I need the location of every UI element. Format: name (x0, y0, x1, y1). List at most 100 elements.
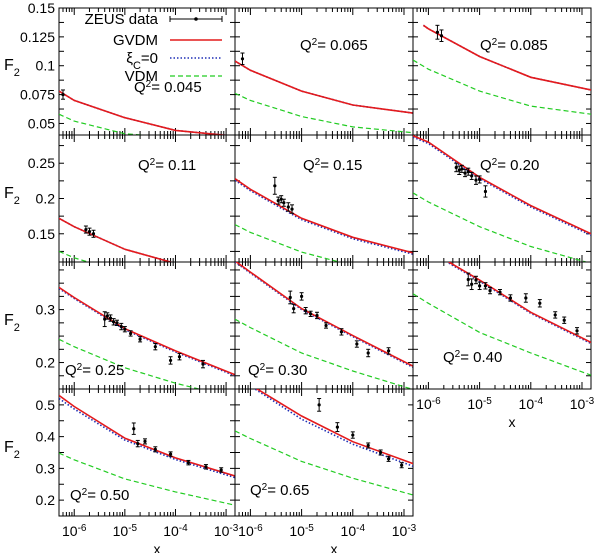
data-point (286, 205, 290, 209)
y-tick-label: 0.05 (28, 115, 55, 131)
panel-frame (234, 134, 414, 263)
y-tick-label: 0.2 (36, 191, 56, 207)
data-point (457, 168, 461, 172)
data-point (439, 34, 444, 38)
x-tick-label: 10-6 (416, 396, 441, 413)
legend-label-xi: ξC=0 (126, 50, 158, 72)
data-point (386, 349, 391, 353)
q2-label: Q2= 0.085 (480, 37, 548, 55)
data-point (483, 189, 488, 194)
gvdm-curve (413, 135, 591, 235)
data-point (474, 178, 478, 182)
legend-label-vdm: VDM (125, 68, 158, 85)
data-point (478, 284, 482, 288)
q2-label: Q2= 0.045 (134, 79, 202, 97)
x-tick-label: 10-4 (519, 396, 544, 413)
vdm-curve (59, 113, 150, 135)
vdm-curve (413, 293, 591, 376)
x-tick-label: 10-3 (570, 396, 595, 413)
data-point (575, 329, 579, 333)
data-point (153, 447, 157, 451)
data-point (290, 207, 294, 211)
data-point (466, 170, 470, 174)
data-point (91, 232, 96, 236)
x-tick-label: 10-6 (62, 523, 87, 540)
x-tick-label: 10-4 (163, 523, 188, 540)
data-point (279, 197, 283, 201)
data-point (304, 309, 308, 313)
q2-label: Q2= 0.11 (138, 157, 196, 175)
xi0-curve (422, 24, 591, 91)
q2-label: Q2= 0.15 (303, 157, 362, 175)
x-tick-label: 10-5 (289, 523, 314, 540)
data-point (240, 57, 245, 61)
data-point (87, 230, 92, 234)
q2-label: Q2= 0.40 (443, 349, 502, 367)
x-tick-label: 10-5 (467, 396, 492, 413)
data-point (201, 362, 205, 366)
gvdm-curve (59, 217, 174, 262)
data-point (470, 174, 474, 178)
data-point (339, 330, 344, 334)
panel-curves (59, 89, 231, 135)
panel-curves (235, 262, 413, 389)
data-point (115, 321, 119, 325)
data-point (153, 345, 157, 349)
xi0-curve (235, 179, 413, 255)
data-point (168, 452, 173, 456)
data-point (355, 342, 359, 346)
data-point (309, 312, 313, 316)
q2-label: Q2= 0.50 (70, 487, 129, 505)
y-axis-title: F2 (4, 185, 20, 207)
xi0-curve (59, 397, 235, 479)
panel-frame (412, 261, 592, 390)
data-point (119, 324, 123, 329)
gvdm-curve (235, 178, 413, 254)
data-point (105, 314, 109, 318)
xi0-curve (59, 90, 231, 135)
x-axis-title: x (509, 414, 516, 430)
data-point (61, 92, 65, 97)
data-point (108, 316, 113, 320)
vdm-curve (59, 452, 235, 506)
y-tick-label: 0.075 (20, 87, 55, 103)
data-point (204, 465, 208, 469)
data-point (474, 278, 478, 282)
data-point (553, 313, 557, 317)
panel-curves (235, 52, 413, 134)
legend-swatch-zeus-point (194, 17, 198, 21)
x-tick-label: 10-6 (238, 523, 263, 540)
xi0-curve (59, 217, 174, 262)
data-point (288, 295, 292, 300)
data-point (168, 358, 173, 363)
panel-curves (59, 286, 235, 389)
data-point (315, 313, 319, 318)
data-point (366, 443, 370, 448)
x-tick-label: 10-4 (341, 523, 366, 540)
data-point (186, 461, 190, 465)
gvdm-curve (448, 262, 591, 344)
gvdm-curve (235, 262, 413, 367)
vdm-curve (235, 430, 413, 496)
x-axis-title: x (331, 541, 338, 553)
data-point (478, 177, 482, 182)
data-point (435, 30, 440, 34)
data-point (335, 425, 339, 429)
panel-curves (59, 394, 235, 506)
data-point (379, 450, 383, 455)
y-axis-title: F2 (4, 312, 20, 334)
data-point (538, 301, 542, 305)
vdm-curve (413, 59, 591, 115)
vdm-curve (413, 192, 589, 262)
data-point (460, 167, 464, 171)
data-point (273, 184, 277, 188)
vdm-curve (59, 250, 90, 262)
q2-label: Q2= 0.25 (65, 362, 124, 380)
xi0-curve (253, 389, 413, 467)
x-tick-label: 10-5 (113, 523, 138, 540)
gvdm-curve (235, 60, 413, 114)
y-tick-label: 0.125 (20, 29, 55, 45)
x-axis-title: x (154, 541, 161, 553)
data-point (351, 433, 355, 437)
